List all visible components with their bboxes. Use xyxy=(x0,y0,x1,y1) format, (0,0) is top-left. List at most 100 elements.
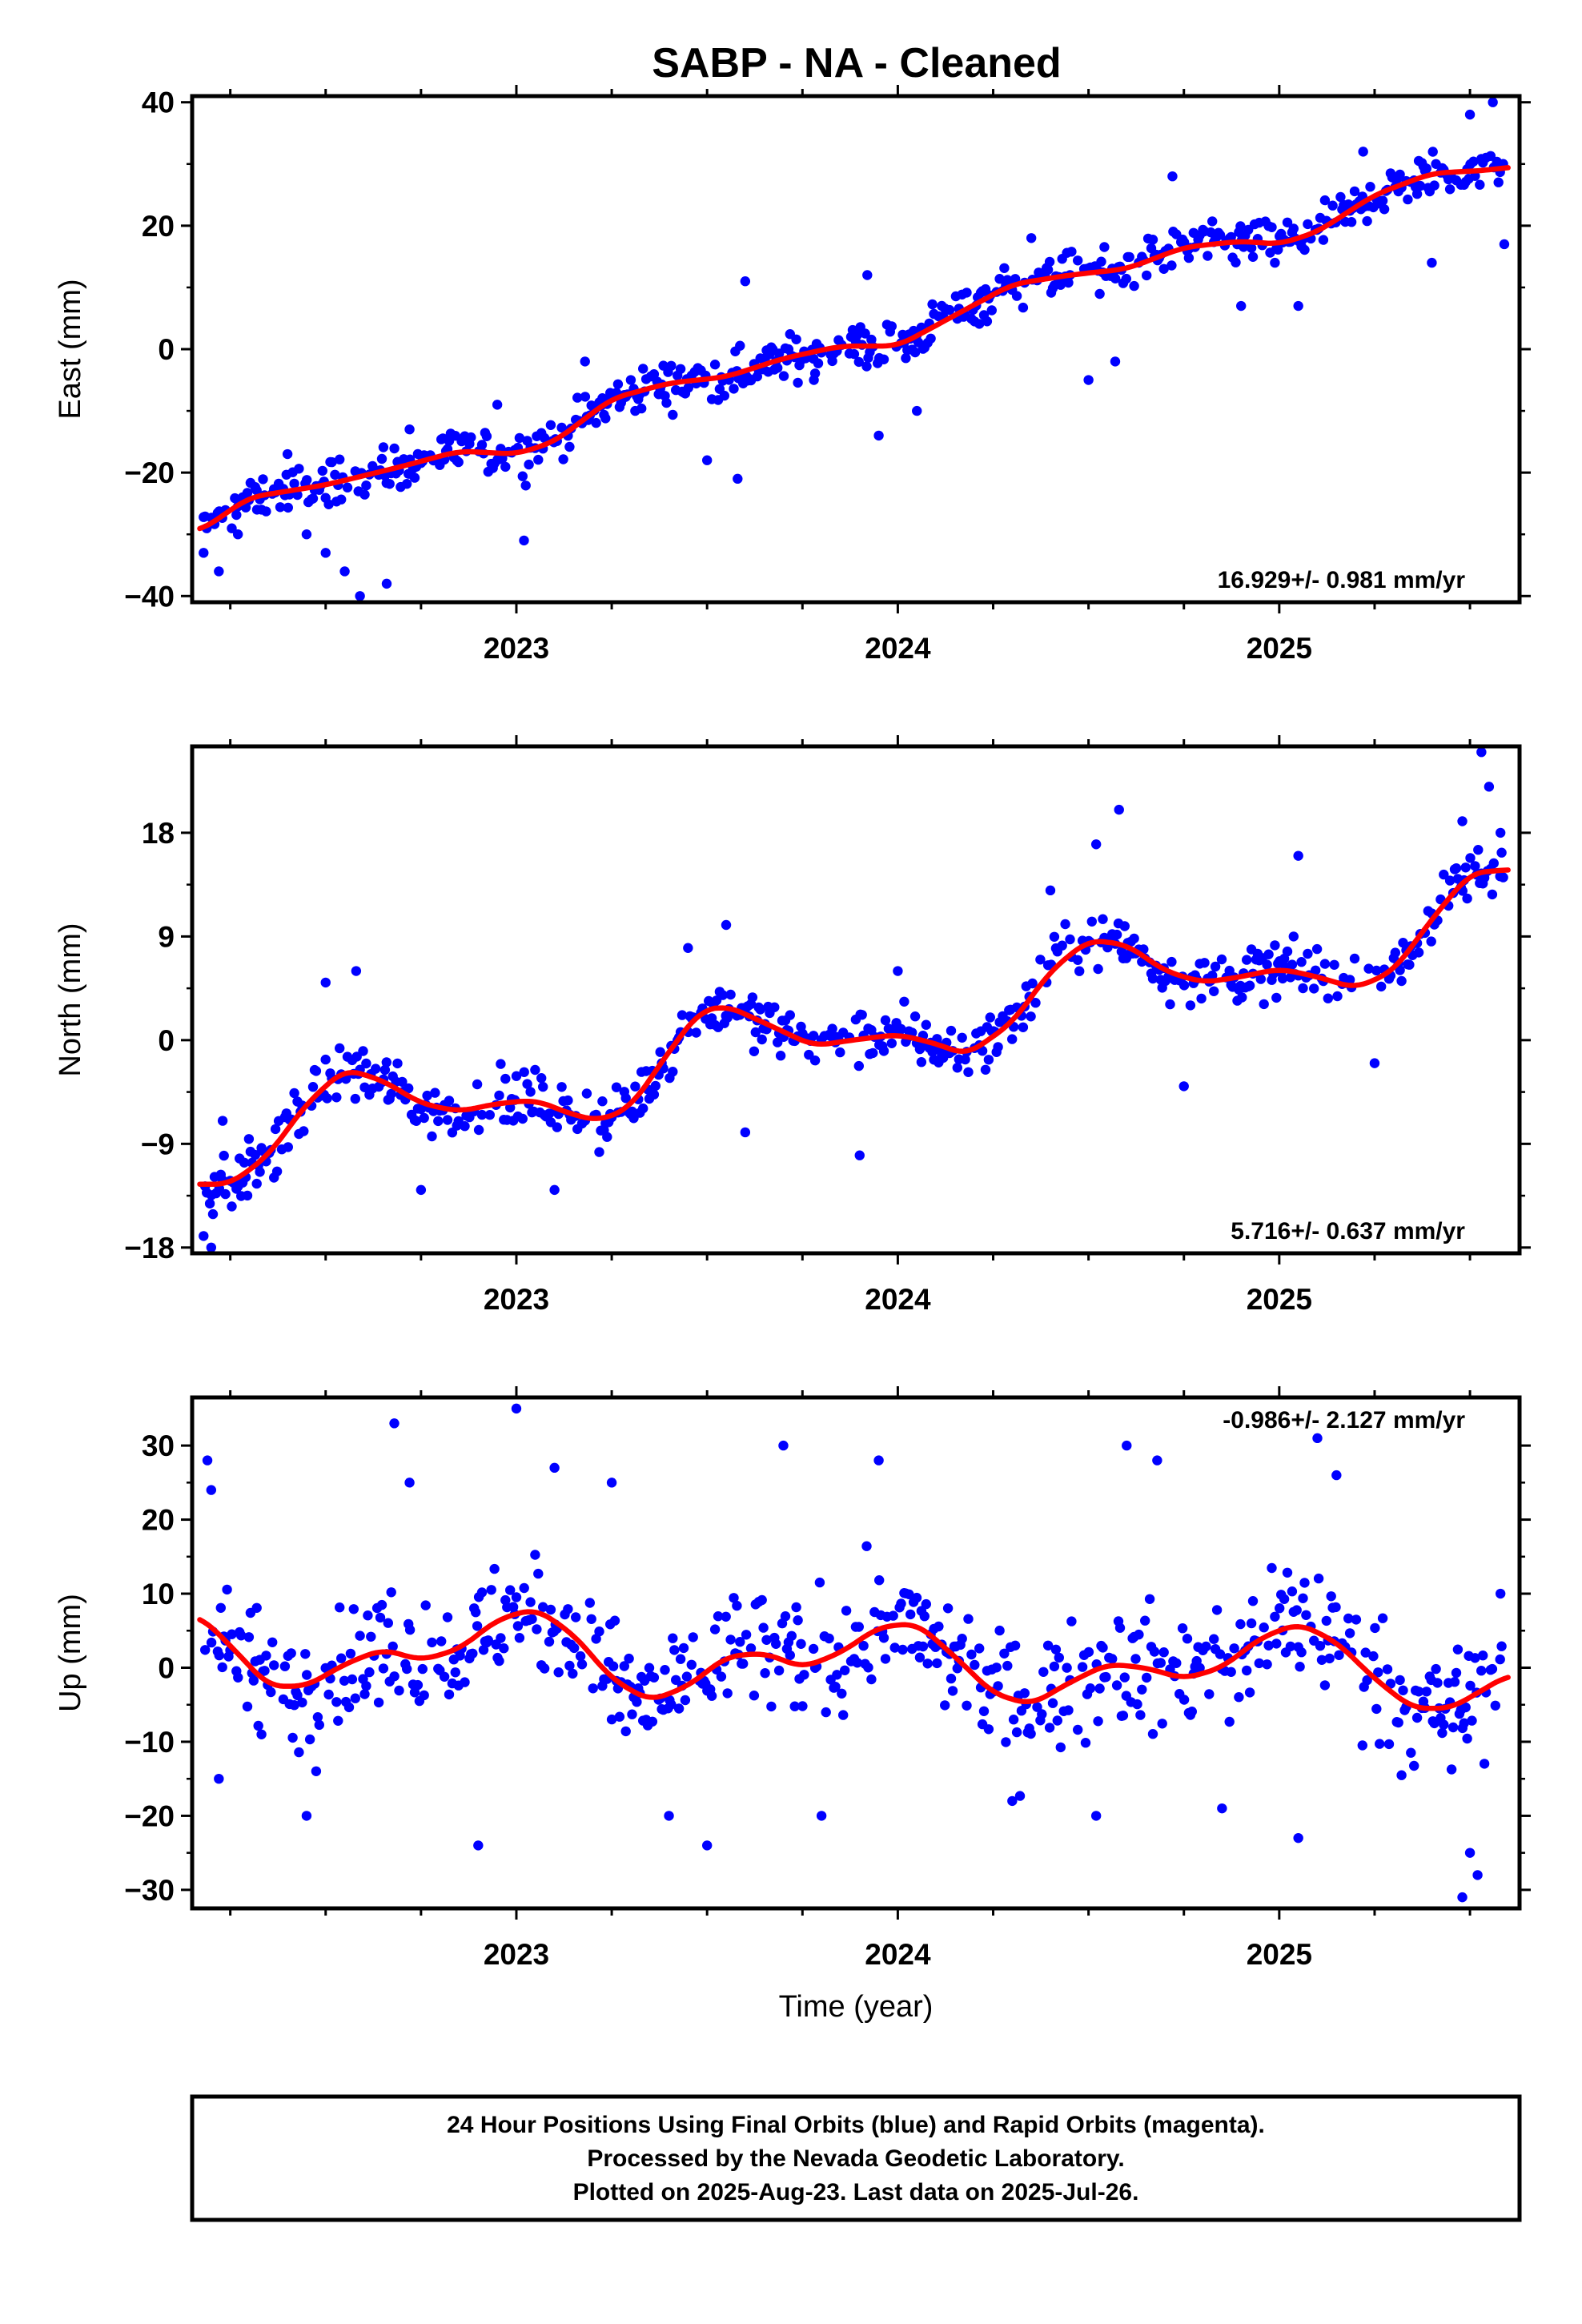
east-point xyxy=(275,502,286,513)
east-point xyxy=(231,509,242,521)
north-point xyxy=(322,1093,332,1104)
up-point xyxy=(1383,1739,1395,1750)
east-point xyxy=(481,431,492,441)
up-point xyxy=(364,1667,375,1678)
east-point xyxy=(600,413,611,424)
north-point xyxy=(1030,998,1041,1008)
up-point xyxy=(786,1630,797,1641)
up-point xyxy=(978,1706,990,1716)
up-point xyxy=(1393,1717,1403,1728)
north-point xyxy=(1216,954,1227,965)
up-point xyxy=(1038,1667,1049,1677)
up-point xyxy=(1178,1695,1190,1705)
up-point xyxy=(1476,1666,1487,1676)
east-point xyxy=(862,270,873,280)
up-point xyxy=(1118,1711,1129,1721)
up-point xyxy=(394,1685,404,1696)
up-rate-label: -0.986+/- 2.127 mm/yr xyxy=(1223,1407,1465,1433)
north-point xyxy=(522,1079,532,1089)
up-point xyxy=(632,1697,642,1707)
up-point xyxy=(1001,1737,1011,1747)
up-point xyxy=(314,1719,324,1731)
up-point xyxy=(1446,1764,1457,1775)
east-point xyxy=(1493,177,1504,187)
north-point xyxy=(893,966,903,976)
north-point xyxy=(896,1023,906,1035)
up-point xyxy=(791,1602,801,1613)
north-point xyxy=(1363,963,1374,974)
north-point xyxy=(1259,999,1269,1010)
north-point xyxy=(283,1142,293,1152)
up-point xyxy=(852,1658,863,1668)
north-point xyxy=(442,1115,453,1125)
up-point xyxy=(1093,1716,1103,1727)
up-point xyxy=(1158,1647,1169,1658)
east-point xyxy=(1335,191,1346,203)
up-point xyxy=(1343,1613,1354,1624)
east-point xyxy=(1427,257,1437,268)
up-point xyxy=(355,1630,365,1641)
up-point xyxy=(419,1690,429,1701)
north-point xyxy=(519,1067,529,1078)
up-point xyxy=(233,1672,243,1683)
north-point xyxy=(444,1096,455,1106)
east-point xyxy=(466,432,476,443)
up-point xyxy=(300,1649,311,1659)
footer-line-2: Processed by the Nevada Geodetic Laborat… xyxy=(587,2145,1124,2172)
up-point xyxy=(735,1637,745,1647)
east-point xyxy=(591,417,601,428)
east-point xyxy=(793,377,803,388)
up-point xyxy=(824,1633,834,1644)
north-point xyxy=(853,1060,865,1072)
east-point xyxy=(384,479,395,489)
east-panel: −40 −20 0 20 40 2023 2024 2025 East (mm) 16.929+/… xyxy=(54,85,1531,665)
up-point xyxy=(725,1634,736,1645)
up-point xyxy=(1130,1654,1141,1664)
north-point xyxy=(983,1055,994,1065)
up-point xyxy=(1271,1638,1282,1649)
up-point xyxy=(363,1610,373,1621)
north-point xyxy=(677,1010,688,1020)
north-point xyxy=(1398,938,1408,948)
up-point xyxy=(1111,1680,1122,1691)
up-point xyxy=(261,1651,271,1661)
east-point xyxy=(402,479,412,489)
east-point xyxy=(517,471,528,481)
north-point xyxy=(985,1012,996,1023)
up-point xyxy=(1301,1610,1311,1621)
up-point xyxy=(905,1609,916,1620)
up-point xyxy=(1007,1795,1018,1807)
east-point xyxy=(1094,288,1105,300)
north-point xyxy=(1277,973,1288,984)
north-frame xyxy=(190,744,1522,1256)
up-point xyxy=(914,1652,926,1663)
up-point xyxy=(861,1541,872,1551)
east-point xyxy=(389,443,400,454)
east-point xyxy=(986,305,998,316)
up-point xyxy=(378,1663,389,1674)
up-point xyxy=(1149,1647,1160,1657)
north-point xyxy=(1495,827,1506,838)
up-point xyxy=(267,1637,278,1647)
up-point xyxy=(873,1455,884,1466)
north-point xyxy=(722,1012,733,1023)
north-point xyxy=(1439,869,1449,880)
up-point xyxy=(1334,1650,1344,1660)
up-point xyxy=(436,1636,447,1647)
up-point xyxy=(1235,1618,1246,1630)
up-point xyxy=(1421,1687,1432,1697)
north-point xyxy=(199,1231,209,1241)
east-point xyxy=(1468,156,1479,167)
up-point xyxy=(1279,1594,1290,1605)
up-point xyxy=(545,1604,556,1615)
east-ytick-label: −20 xyxy=(124,456,175,489)
east-point xyxy=(1395,169,1405,180)
up-point xyxy=(1262,1659,1272,1670)
up-point xyxy=(722,1688,733,1699)
north-point xyxy=(361,1058,371,1069)
north-point xyxy=(785,1010,795,1020)
up-point xyxy=(888,1610,898,1621)
east-point xyxy=(1411,189,1423,199)
up-point xyxy=(253,1720,263,1731)
east-point xyxy=(339,566,350,577)
